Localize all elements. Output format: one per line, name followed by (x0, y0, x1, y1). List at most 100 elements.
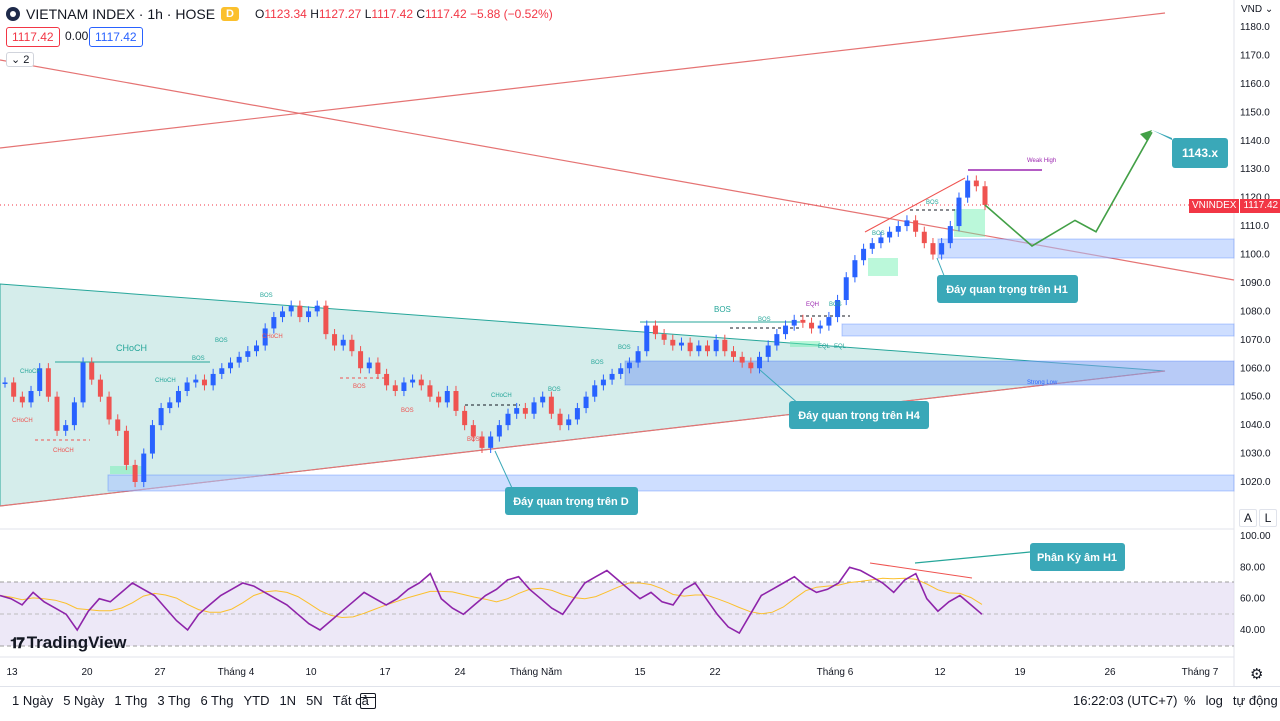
candle-body (63, 425, 69, 431)
rsi-axis[interactable]: 100.00 80.00 60.00 40.00 (1240, 531, 1271, 636)
time-tick: 13 (6, 667, 18, 678)
candle-body (522, 408, 528, 414)
candle-body (618, 368, 624, 374)
eqh-label: EQH (806, 302, 819, 308)
candle-body (548, 396, 554, 414)
candle-body (375, 362, 381, 374)
candle-body (219, 368, 225, 374)
divergence-arrow[interactable] (914, 551, 1031, 564)
delay-badge[interactable]: D (221, 7, 239, 21)
buy-price-box[interactable]: 1117.42 (89, 27, 143, 47)
order-block[interactable] (868, 258, 898, 276)
time-axis[interactable]: 13 20 27 Tháng 4 10 17 24 Tháng Năm 15 22 Tháng 6 1… (6, 667, 1218, 678)
price-tick: 1070.0 (1240, 335, 1271, 346)
time-tick: 19 (1014, 667, 1026, 678)
rising-trendline[interactable] (0, 12, 1166, 149)
callout-h4[interactable]: Đáy quan trọng trên H4 (789, 401, 929, 429)
order-block[interactable] (790, 341, 820, 347)
candle-body (878, 237, 884, 244)
h4-label: Đáy quan trọng trên H4 (798, 410, 921, 422)
range-3m[interactable]: 3 Thg (157, 693, 191, 708)
price-candles[interactable] (2, 175, 988, 488)
triangle-pattern[interactable] (0, 283, 1166, 507)
smc-labels: CHoCH CHoCH CHoCH CHoCH CHoCH CHoCH CHoC… (12, 158, 1058, 454)
currency-selector[interactable]: VND ⌄ (1241, 4, 1274, 15)
range-all[interactable]: Tất cả (332, 693, 369, 708)
symbol-header[interactable]: VIETNAM INDEX · 1h · HOSE D O1123.34 H11… (6, 4, 553, 24)
rsi-line[interactable] (0, 566, 983, 635)
candle-body (149, 425, 155, 454)
candle-body (939, 243, 945, 255)
candle-body (982, 186, 988, 205)
candle-body (427, 385, 433, 397)
candle-body (947, 226, 953, 244)
candle-body (132, 464, 138, 482)
price-tick: 1060.0 (1240, 363, 1271, 374)
range-1y[interactable]: 1N (279, 693, 297, 708)
candle-body (418, 379, 424, 386)
auto-toggle[interactable]: tự động (1232, 693, 1278, 708)
zone-mid[interactable] (841, 323, 1235, 337)
candle-body (765, 345, 771, 357)
bos-label: BOS (618, 345, 631, 351)
clock[interactable]: 16:22:03 (UTC+7) (1073, 693, 1178, 708)
range-5d[interactable]: 5 Ngày (63, 693, 105, 708)
candle-body (965, 180, 971, 198)
rsi-ma-line[interactable] (0, 577, 983, 619)
range-1m[interactable]: 1 Thg (114, 693, 148, 708)
candle-body (280, 311, 286, 318)
candle-body (696, 345, 702, 352)
rsi-tick: 40.00 (1240, 625, 1265, 636)
range-selector: 1 Ngày 5 Ngày 1 Thg 3 Thg 6 Thg YTD 1N 5… (12, 693, 369, 708)
candle-body (852, 260, 858, 278)
candle-body (158, 408, 164, 426)
candle-body (540, 396, 546, 403)
choch-label: CHoCH (155, 378, 176, 384)
candle-body (19, 396, 25, 403)
percent-toggle[interactable]: % (1184, 693, 1196, 708)
eql-label: EQL (834, 344, 847, 350)
projection-arrowhead (1140, 130, 1152, 141)
time-tick: 24 (454, 667, 466, 678)
choch-label: CHoCH (12, 418, 33, 424)
price-tick: 1150.0 (1240, 107, 1270, 118)
log-scale-button[interactable]: L (1259, 509, 1277, 527)
range-ytd[interactable]: YTD (243, 693, 270, 708)
symbol-title[interactable]: VIETNAM INDEX · 1h · HOSE (26, 6, 216, 22)
callout-d[interactable]: Đáy quan trọng trên D (505, 487, 638, 515)
candle-body (306, 311, 312, 318)
candle-body (817, 325, 823, 329)
callout-h1[interactable]: Đáy quan trọng trên H1 (937, 275, 1078, 303)
settings-gear-icon[interactable]: ⚙ (1250, 666, 1264, 683)
candle-body (930, 243, 936, 255)
zone-h4[interactable] (624, 360, 1235, 386)
sell-price-box[interactable]: 1117.42 (6, 27, 60, 47)
callout-target[interactable]: 1143.x (1152, 130, 1228, 168)
price-tick: 1030.0 (1240, 449, 1271, 460)
auto-scale-button[interactable]: A (1239, 509, 1257, 527)
candle-body (175, 391, 181, 403)
price-tick: 1110.0 (1240, 221, 1270, 232)
spread-value: 0.00 (60, 27, 94, 45)
range-5y[interactable]: 5N (306, 693, 323, 708)
calendar-icon[interactable] (360, 693, 376, 709)
projection-path[interactable] (984, 131, 1153, 247)
zone-h1[interactable] (937, 238, 1235, 259)
range-6m[interactable]: 6 Thg (200, 693, 234, 708)
range-1d[interactable]: 1 Ngày (12, 693, 54, 708)
price-tick: 1180.0 (1240, 22, 1270, 33)
tradingview-logo[interactable]: 𝟏𝟕 TradingView (10, 633, 127, 652)
callout-divergence[interactable]: Phân Kỳ âm H1 (1030, 543, 1125, 571)
candle-body (115, 419, 121, 431)
price-axis[interactable]: 1180.0 1170.0 1160.0 1150.0 1140.0 1130.0 1120… (1240, 22, 1271, 488)
candle-body (722, 339, 728, 352)
candle-body (956, 197, 962, 227)
zone-d[interactable] (107, 474, 1235, 492)
log-toggle[interactable]: log (1205, 693, 1223, 708)
candle-body (514, 408, 520, 414)
candle-body (184, 382, 190, 391)
indicator-toggle[interactable]: ⌄ 2 (6, 52, 35, 67)
chevron-down-icon: ⌄ (11, 54, 21, 66)
bos-label: BOS (758, 317, 771, 323)
